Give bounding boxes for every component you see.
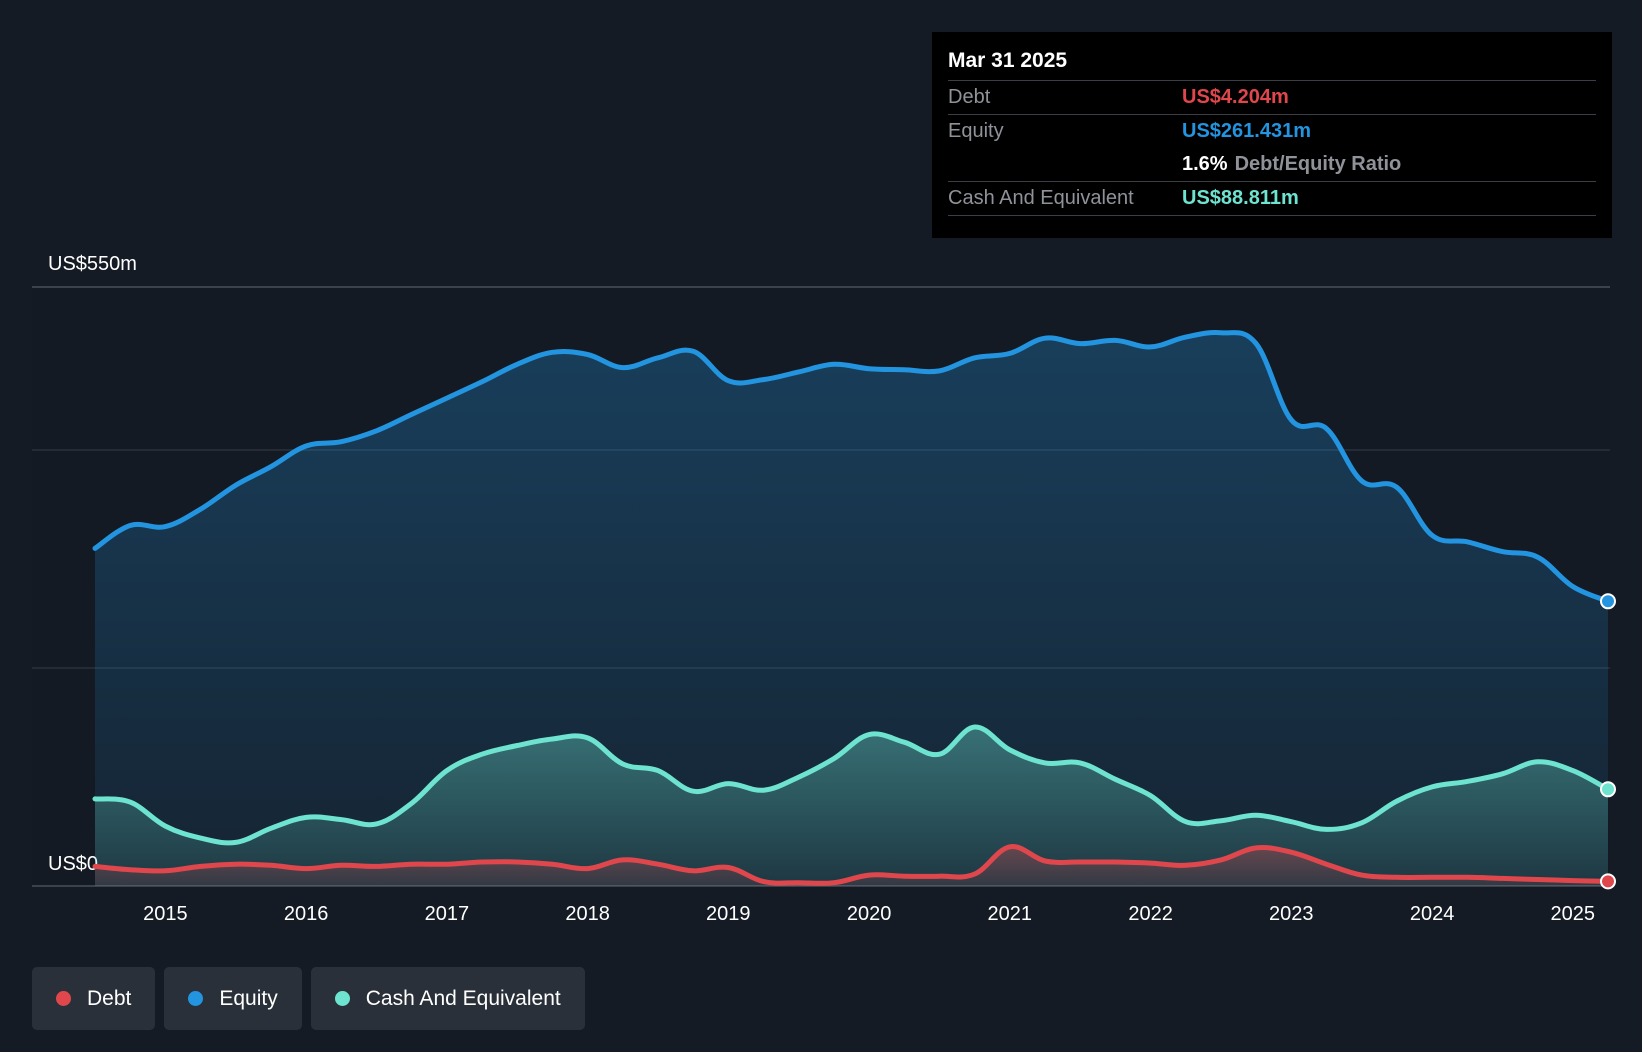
cash-dot-icon <box>334 991 350 1006</box>
legend-cash-label: Cash And Equivalent <box>365 986 561 1010</box>
tooltip-row-ratio: 1.6% Debt/Equity Ratio <box>948 148 1596 181</box>
x-tick-2020: 2020 <box>847 903 892 925</box>
y-axis-bottom-label: US$0 <box>48 853 98 875</box>
legend-equity-label: Equity <box>219 986 278 1010</box>
tooltip-debt-value: US$4.204m <box>1182 86 1289 108</box>
tooltip-cash-label: Cash And Equivalent <box>948 187 1134 209</box>
x-tick-2022: 2022 <box>1128 903 1173 925</box>
debt-line <box>92 844 1611 886</box>
tooltip-equity-label: Equity <box>948 120 1004 142</box>
equity-line <box>92 329 1611 604</box>
x-tick-2024: 2024 <box>1410 903 1455 925</box>
x-tick-2021: 2021 <box>988 903 1033 925</box>
x-tick-2019: 2019 <box>706 903 751 925</box>
legend-debt-label: Debt <box>87 986 132 1010</box>
chart-legend: Debt Equity Cash And Equivalent <box>32 967 585 1030</box>
data-tooltip: Mar 31 2025 Debt US$4.204m Equity US$261… <box>932 32 1612 238</box>
legend-item-cash[interactable]: Cash And Equivalent <box>310 967 585 1030</box>
tooltip-row-cash: Cash And Equivalent US$88.811m <box>948 181 1596 216</box>
cash-line <box>92 724 1611 846</box>
debt-dot-icon <box>56 991 71 1006</box>
legend-item-debt[interactable]: Debt <box>32 967 156 1030</box>
tooltip-ratio-label: Debt/Equity Ratio <box>1234 153 1402 175</box>
debt-end-marker[interactable] <box>1600 873 1616 890</box>
tooltip-row-debt: Debt US$4.204m <box>948 80 1596 114</box>
cash-end-marker[interactable] <box>1600 781 1616 798</box>
debt-area <box>95 846 1608 886</box>
x-tick-2018: 2018 <box>565 903 610 925</box>
tooltip-date: Mar 31 2025 <box>948 49 1068 72</box>
equity-area <box>95 332 1608 887</box>
x-axis-ticks: 2015 2016 2017 2018 2019 2020 2021 2022 2023 2024… <box>143 903 1595 925</box>
tooltip-cash-value: US$88.811m <box>1182 187 1299 209</box>
cash-area <box>95 726 1608 886</box>
x-tick-2017: 2017 <box>425 903 470 925</box>
x-tick-2025: 2025 <box>1551 903 1596 925</box>
tooltip-debt-label: Debt <box>948 86 991 108</box>
x-tick-2023: 2023 <box>1269 903 1314 925</box>
legend-item-equity[interactable]: Equity <box>164 967 302 1030</box>
equity-dot-icon <box>188 991 204 1006</box>
series-layer <box>92 329 1616 890</box>
x-tick-2016: 2016 <box>284 903 329 925</box>
tooltip-ratio-value: 1.6% <box>1182 153 1228 175</box>
tooltip-row-equity: Equity US$261.431m <box>948 114 1596 148</box>
x-tick-2015: 2015 <box>143 903 188 925</box>
tooltip-equity-value: US$261.431m <box>1182 120 1311 142</box>
equity-end-marker[interactable] <box>1600 593 1616 610</box>
y-axis-top-label: US$550m <box>48 253 137 275</box>
